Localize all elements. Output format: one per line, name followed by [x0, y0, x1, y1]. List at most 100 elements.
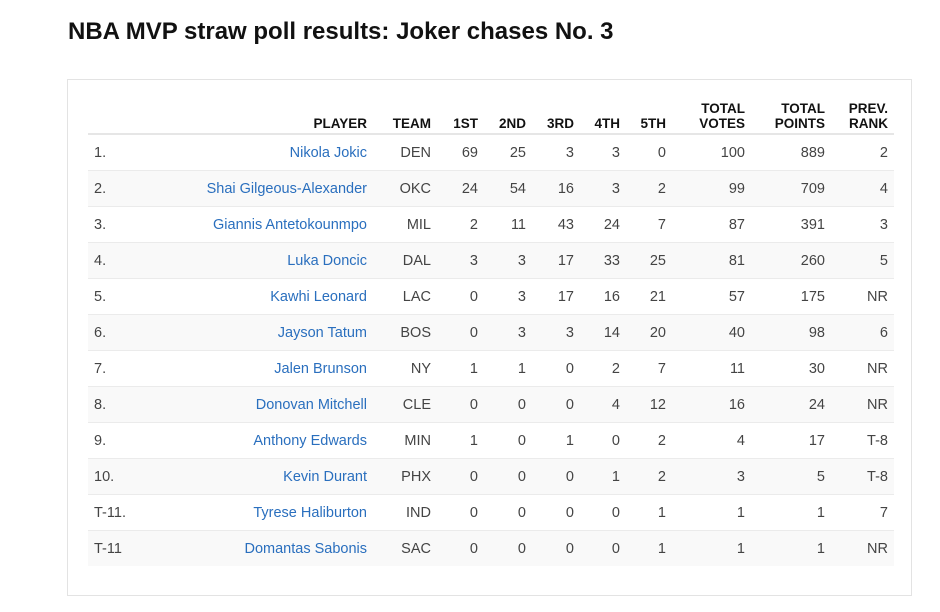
rank-cell: 7. — [88, 350, 154, 387]
total-votes: 100 — [666, 133, 745, 171]
player-cell: Donovan Mitchell — [154, 386, 375, 423]
previous-rank: 3 — [825, 206, 894, 243]
rank-cell: 9. — [88, 422, 154, 459]
fifth-place-votes: 12 — [620, 386, 666, 423]
col-header-player: PLAYER — [154, 100, 375, 135]
player-link[interactable]: Nikola Jokic — [289, 144, 367, 161]
table-row: T-11 Domantas Sabonis SAC 0 0 0 0 1 1 1 NR — [88, 530, 894, 566]
fifth-place-votes: 7 — [620, 350, 666, 387]
total-points: 24 — [745, 386, 825, 423]
col-header-total-votes: TOTAL VOTES — [666, 100, 745, 135]
player-link[interactable]: Tyrese Haliburton — [253, 504, 367, 521]
rank-cell: 6. — [88, 314, 154, 351]
team-cell: LAC — [375, 278, 440, 315]
player-cell: Jayson Tatum — [154, 314, 375, 351]
total-votes: 40 — [666, 314, 745, 351]
fourth-place-votes: 33 — [574, 242, 620, 279]
first-place-votes: 0 — [440, 386, 478, 423]
first-place-votes: 2 — [440, 206, 478, 243]
third-place-votes: 43 — [526, 206, 574, 243]
total-votes: 1 — [666, 530, 745, 566]
fifth-place-votes: 1 — [620, 530, 666, 566]
second-place-votes: 0 — [478, 494, 526, 531]
fifth-place-votes: 21 — [620, 278, 666, 315]
player-link[interactable]: Jayson Tatum — [277, 324, 367, 341]
third-place-votes: 1 — [526, 422, 574, 459]
col-header-prev-rank: PREV. RANK — [825, 100, 894, 135]
second-place-votes: 1 — [478, 350, 526, 387]
total-votes: 16 — [666, 386, 745, 423]
rank-cell: 8. — [88, 386, 154, 423]
fourth-place-votes: 16 — [574, 278, 620, 315]
fifth-place-votes: 7 — [620, 206, 666, 243]
total-votes: 87 — [666, 206, 745, 243]
table-row: 3. Giannis Antetokounmpo MIL 2 11 43 24 7 87 391 3 — [88, 206, 894, 243]
team-cell: MIL — [375, 206, 440, 243]
team-cell: OKC — [375, 170, 440, 207]
col-header-rank — [88, 100, 154, 135]
team-cell: PHX — [375, 458, 440, 495]
col-header-4th: 4TH — [574, 100, 620, 135]
player-link[interactable]: Anthony Edwards — [253, 432, 367, 449]
rank-cell: T-11 — [88, 530, 154, 566]
table-row: 9. Anthony Edwards MIN 1 0 1 0 2 4 17 T-8 — [88, 422, 894, 459]
player-cell: Kevin Durant — [154, 458, 375, 495]
third-place-votes: 0 — [526, 350, 574, 387]
team-cell: SAC — [375, 530, 440, 566]
total-votes: 57 — [666, 278, 745, 315]
player-cell: Giannis Antetokounmpo — [154, 206, 375, 243]
fifth-place-votes: 1 — [620, 494, 666, 531]
rank-cell: T-11. — [88, 494, 154, 531]
previous-rank: 7 — [825, 494, 894, 531]
player-link[interactable]: Domantas Sabonis — [244, 540, 367, 557]
third-place-votes: 3 — [526, 133, 574, 171]
second-place-votes: 3 — [478, 314, 526, 351]
col-header-total-points: TOTAL POINTS — [745, 100, 825, 135]
third-place-votes: 17 — [526, 242, 574, 279]
table-row: 2. Shai Gilgeous-Alexander OKC 24 54 16 3 2 99 70… — [88, 170, 894, 207]
fourth-place-votes: 0 — [574, 530, 620, 566]
third-place-votes: 0 — [526, 494, 574, 531]
team-cell: DAL — [375, 242, 440, 279]
fifth-place-votes: 25 — [620, 242, 666, 279]
col-header-team: TEAM — [375, 100, 440, 135]
total-points: 30 — [745, 350, 825, 387]
player-link[interactable]: Kevin Durant — [283, 468, 367, 485]
col-header-3rd: 3RD — [526, 100, 574, 135]
player-link[interactable]: Giannis Antetokounmpo — [213, 216, 367, 233]
previous-rank: NR — [825, 530, 894, 566]
first-place-votes: 1 — [440, 350, 478, 387]
total-votes: 81 — [666, 242, 745, 279]
fourth-place-votes: 3 — [574, 133, 620, 171]
second-place-votes: 3 — [478, 278, 526, 315]
col-header-1st: 1ST — [440, 100, 478, 135]
second-place-votes: 25 — [478, 133, 526, 171]
second-place-votes: 0 — [478, 530, 526, 566]
team-cell: IND — [375, 494, 440, 531]
player-link[interactable]: Jalen Brunson — [274, 360, 367, 377]
player-link[interactable]: Shai Gilgeous-Alexander — [206, 180, 367, 197]
total-votes: 1 — [666, 494, 745, 531]
player-link[interactable]: Donovan Mitchell — [255, 396, 367, 413]
total-points: 1 — [745, 494, 825, 531]
total-points: 260 — [745, 242, 825, 279]
team-cell: MIN — [375, 422, 440, 459]
page-title: NBA MVP straw poll results: Joker chases… — [68, 18, 614, 45]
total-votes: 99 — [666, 170, 745, 207]
first-place-votes: 0 — [440, 458, 478, 495]
table-row: 7. Jalen Brunson NY 1 1 0 2 7 11 30 NR — [88, 350, 894, 387]
rank-cell: 4. — [88, 242, 154, 279]
first-place-votes: 0 — [440, 314, 478, 351]
player-cell: Tyrese Haliburton — [154, 494, 375, 531]
player-link[interactable]: Luka Doncic — [287, 252, 367, 269]
total-votes: 4 — [666, 422, 745, 459]
fifth-place-votes: 2 — [620, 170, 666, 207]
rank-cell: 2. — [88, 170, 154, 207]
team-cell: CLE — [375, 386, 440, 423]
third-place-votes: 0 — [526, 530, 574, 566]
table-row: 1. Nikola Jokic DEN 69 25 3 3 0 100 889 2 — [88, 133, 894, 171]
total-points: 709 — [745, 170, 825, 207]
first-place-votes: 0 — [440, 494, 478, 531]
player-link[interactable]: Kawhi Leonard — [270, 288, 367, 305]
previous-rank: 2 — [825, 133, 894, 171]
